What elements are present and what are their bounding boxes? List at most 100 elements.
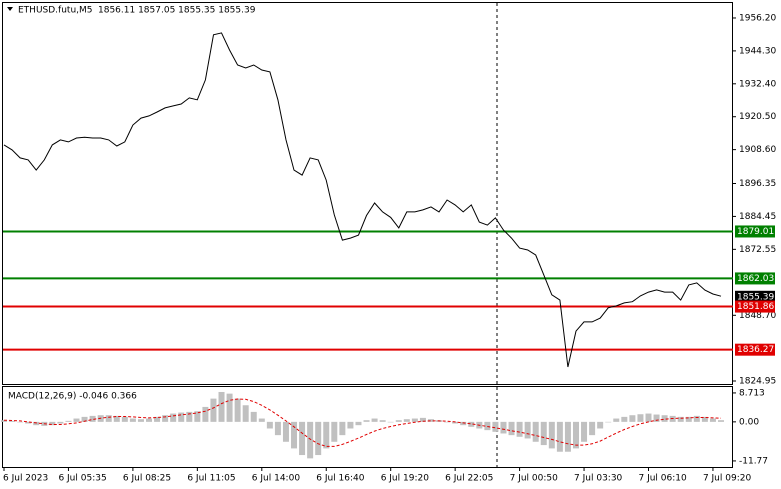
macd-bar (186, 411, 193, 422)
macd-signal (3, 398, 722, 447)
level-label-box (735, 300, 775, 313)
macd-bar (556, 421, 563, 452)
macd-bar (121, 416, 128, 422)
macd-bar (685, 416, 692, 422)
macd-bar (532, 421, 539, 442)
macd-bar (581, 421, 588, 442)
level-label: 1851.86 (737, 302, 774, 312)
y-tick-label: 1872.55 (739, 245, 776, 255)
macd-bar (452, 421, 459, 424)
level-label: 1862.03 (737, 274, 774, 284)
macd-tick-label: 8.713 (739, 388, 765, 398)
x-tick-label: 6 Jul 19:20 (381, 474, 430, 484)
last-price-label: 1855.39 (737, 292, 774, 302)
macd-bar (379, 420, 386, 422)
macd-bar (661, 415, 668, 422)
macd-bar (540, 421, 547, 446)
macd-bar (9, 420, 16, 422)
macd-bar (178, 412, 185, 422)
macd-bar (637, 414, 644, 422)
x-tick-label: 6 Jul 11:05 (187, 474, 235, 484)
macd-bar (516, 421, 523, 437)
macd-bar (701, 416, 708, 422)
macd-bar (653, 414, 660, 422)
macd-bar (242, 405, 249, 422)
y-tick-label: 1908.60 (739, 145, 776, 155)
macd-bar (170, 413, 177, 422)
macd-bar (129, 418, 136, 422)
x-tick-label: 7 Jul 06:10 (638, 474, 687, 484)
macd-bar (548, 421, 555, 449)
x-tick-label: 6 Jul 08:25 (123, 474, 171, 484)
macd-bar (339, 421, 346, 436)
macd-bar (81, 416, 88, 422)
main-panel (2, 2, 733, 385)
macd-bar (564, 421, 571, 452)
macd-bar (33, 421, 40, 426)
macd-bar (258, 418, 265, 422)
x-tick-label: 7 Jul 03:30 (574, 474, 623, 484)
macd-bar (17, 421, 24, 423)
macd-bar (613, 418, 620, 422)
macd-bar (202, 406, 209, 422)
x-tick-label: 7 Jul 00:50 (510, 474, 559, 484)
macd-bar (347, 421, 354, 429)
y-tick-label: 1956.20 (739, 13, 776, 23)
macd-bar (355, 421, 362, 426)
macd-bar (605, 421, 612, 423)
macd-bar (387, 421, 394, 423)
macd-bar (508, 421, 515, 436)
y-tick-label: 1884.45 (739, 212, 776, 222)
macd-bar (226, 393, 233, 422)
x-tick-label: 6 Jul 22:05 (445, 474, 493, 484)
macd-bar (307, 421, 314, 459)
macd-bar (411, 418, 418, 422)
macd-bar (299, 421, 306, 456)
macd-bar (105, 415, 112, 422)
x-tick-label: 7 Jul 09:20 (703, 474, 752, 484)
macd-bar (162, 415, 169, 422)
macd-bar (274, 421, 281, 436)
macd-bar (65, 420, 72, 422)
macd-bar (572, 421, 579, 449)
y-tick-label: 1896.35 (739, 179, 776, 189)
macd-bar (315, 421, 322, 456)
macd-bar (427, 419, 434, 422)
ohlc: 1856.11 1857.05 1855.35 1855.39 (98, 6, 256, 16)
macd-bar (194, 411, 201, 422)
macd-bar (89, 415, 96, 422)
macd-bar (468, 421, 475, 427)
menu-arrow (7, 7, 13, 11)
level-label-box (735, 343, 775, 356)
macd-bar (291, 421, 298, 449)
macd-bar (629, 415, 636, 422)
y-tick-label: 1848.70 (739, 311, 776, 321)
symbol: ETHUSD.futu,M5 (18, 6, 93, 16)
level-label: 1879.01 (737, 227, 774, 237)
macd-label: MACD(12,26,9) -0.046 0.366 (8, 392, 137, 402)
y-tick-label: 1932.40 (739, 79, 776, 89)
macd-bar (645, 413, 652, 422)
macd-bar (113, 415, 120, 422)
macd-bar (49, 421, 56, 426)
macd-tick-label: -11.77 (739, 456, 768, 466)
y-tick-label: 1944.30 (739, 46, 776, 56)
level-label-box (735, 272, 775, 285)
macd-bar (693, 415, 700, 422)
macd-bar (210, 398, 217, 422)
macd-bar (718, 420, 724, 422)
y-tick-label: 1824.95 (739, 376, 776, 386)
macd-bar (218, 391, 225, 422)
macd-bar (395, 420, 402, 422)
y-tick-label: 1920.50 (739, 112, 776, 122)
macd-bar (363, 420, 370, 422)
macd-bar (25, 421, 32, 424)
macd-bar (282, 421, 289, 442)
macd-bar (460, 421, 467, 426)
macd-bar (266, 421, 273, 429)
last-price-label-box (735, 290, 775, 303)
macd-bar (597, 421, 604, 429)
macd-panel (2, 386, 733, 468)
